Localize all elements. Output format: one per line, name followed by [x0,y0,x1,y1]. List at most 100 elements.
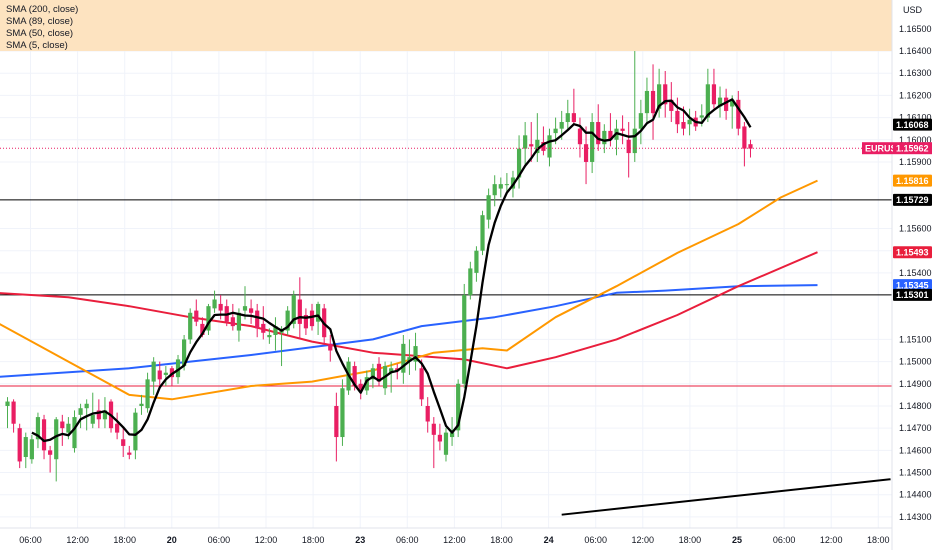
indicator-sma200-label[interactable]: SMA (200, close) [6,4,78,15]
candle-body [60,421,65,429]
time-tick-label: 24 [544,535,554,545]
candle-body [547,135,552,158]
candle-body [571,113,576,123]
candle-body [230,317,235,327]
candle-body [11,401,16,424]
price-tick-label: 1.14700 [899,423,932,433]
candle-body [730,99,735,107]
sma200-line [0,284,818,378]
candle-body [480,215,485,251]
indicator-sma50-label[interactable]: SMA (50, close) [6,28,73,39]
price-axis-panel[interactable] [892,0,932,550]
candle-body [663,84,668,105]
price-tick-label: 1.16200 [899,90,932,100]
candle-body [376,363,382,382]
candle-body [315,303,321,322]
candle-body [273,326,278,335]
symbol-tag-label: EURUSD [865,143,904,153]
candle-body [705,84,710,118]
price-tick-label: 1.14900 [899,379,932,389]
grid-lines [0,0,892,528]
candle-body [650,90,656,114]
candle-body [559,122,564,129]
price-badge-background [893,279,932,292]
time-axis-ticks: 06:00 12:00 18:00 20 06:00 12:00 18:00 23 06:00 1… [19,535,889,545]
price-tick-label: 1.16100 [899,113,932,123]
candle-body [443,432,449,455]
candle-body [17,428,22,462]
indicator-sma5-label[interactable]: SMA (5, close) [6,40,68,51]
time-tick-label: 18:00 [113,535,136,545]
candle-body [724,97,729,111]
price-badge-label: 1.16068 [896,120,929,130]
candle-body [523,135,528,149]
candle-body [249,308,254,313]
candle-body [407,357,412,362]
candle-body [29,439,34,460]
indicator-sma89-label[interactable]: SMA (89, close) [6,16,73,27]
candle-body [425,405,430,422]
candle-body [84,403,89,409]
candle-body [267,334,272,338]
time-tick-label: 06:00 [584,535,607,545]
candle-body [212,299,217,309]
candle-body [370,368,375,380]
time-tick-label: 12:00 [255,535,278,545]
indicator-legend[interactable]: SMA (200, close) SMA (89, close) SMA (50… [6,4,78,51]
candle-body [285,310,290,331]
candle-body [681,122,686,129]
time-tick-label: 18:00 [490,535,513,545]
last-price-badge-background [893,142,932,155]
price-tick-label: 1.14800 [899,401,932,411]
time-tick-label: 18:00 [302,535,325,545]
candle-body [535,139,540,154]
trendline[interactable] [561,478,891,516]
candle-body [102,410,108,420]
candle-body [151,361,156,382]
candle-body [182,339,187,367]
price-badge-background [893,118,932,131]
time-tick-label: 20 [167,535,177,545]
price-tick-label: 1.15100 [899,334,932,344]
candle-body [139,403,144,406]
candle-body [236,312,242,331]
price-badge-background [893,174,932,187]
candle-body [657,84,662,109]
candle-body [529,144,534,147]
price-tick-label: 1.16400 [899,46,932,56]
symbol-tag-background [862,142,893,155]
price-tick-label: 1.14400 [899,490,932,500]
candle-body [742,126,747,149]
candle-body [41,419,47,451]
candle-body [486,195,491,220]
candle-body [96,410,101,420]
candle-body [474,250,479,273]
candle-body [90,414,95,424]
price-badge-label: 1.15729 [896,195,929,205]
candle-body [632,128,637,154]
candle-body [200,323,205,335]
candle-body [687,119,692,125]
candle-body [115,423,120,433]
candle-body [72,417,77,449]
candle-body [163,372,168,375]
candle-body [340,388,345,438]
candle-body [358,383,363,391]
price-badge-label: 1.15345 [896,280,929,290]
candle-body [504,184,509,186]
time-tick-label: 18:00 [867,535,890,545]
candle-body [419,368,424,400]
candle-body [48,450,53,455]
last-price-badge: 1.15962 [896,143,929,153]
candle-body [175,359,181,378]
candle-body [717,97,723,107]
candle-body [620,128,625,131]
price-badge-label: 1.15493 [896,247,929,257]
currency-label[interactable]: USD [903,5,923,15]
candle-body [626,139,631,154]
candle-body [145,379,150,409]
price-tick-label: 1.14500 [899,468,932,478]
candle-body [35,417,41,440]
candle-body [590,122,595,162]
